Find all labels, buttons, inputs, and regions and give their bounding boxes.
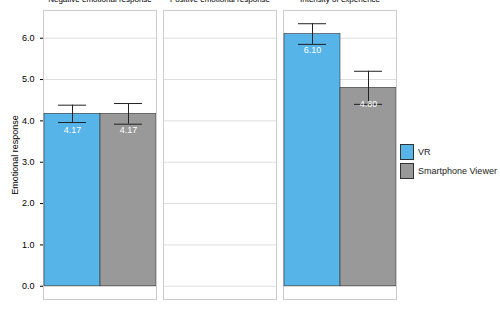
svg-text:Emotional response: Emotional response <box>10 115 20 195</box>
svg-text:Positive emotional response: Positive emotional response <box>170 0 271 4</box>
svg-text:1.0: 1.0 <box>22 240 35 250</box>
svg-text:5.0: 5.0 <box>22 74 35 84</box>
html-text:Smartphone Viewer: Smartphone Viewer <box>418 166 497 176</box>
svg-text:2.0: 2.0 <box>22 198 35 208</box>
svg-text:3.0: 3.0 <box>22 157 35 167</box>
svg-text:4.17: 4.17 <box>64 125 82 135</box>
svg-text:0.0: 0.0 <box>22 281 35 291</box>
svg-text:4.17: 4.17 <box>120 125 138 135</box>
svg-text:4.0: 4.0 <box>22 116 35 126</box>
svg-text:Intensity of experience: Intensity of experience <box>300 0 381 4</box>
html-text:VR: VR <box>418 147 431 157</box>
svg-text:6.0: 6.0 <box>22 33 35 43</box>
svg-text:6.10: 6.10 <box>304 45 322 55</box>
svg-text:4.80: 4.80 <box>360 99 378 109</box>
svg-text:Negative emotional response: Negative emotional response <box>48 0 152 4</box>
